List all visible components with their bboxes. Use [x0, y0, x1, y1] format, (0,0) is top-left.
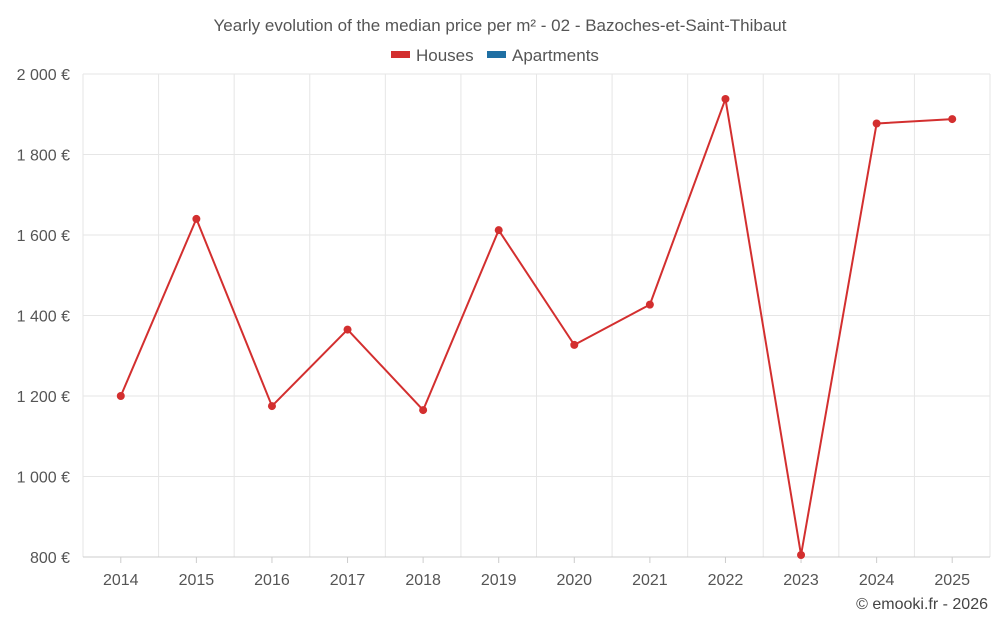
series-line-houses [119, 97, 953, 556]
legend-item-apartments[interactable]: Apartments [487, 46, 599, 65]
data-point-2014[interactable] [116, 392, 125, 400]
x-tick-label: 2014 [103, 572, 139, 589]
legend: Houses Apartments [391, 46, 599, 65]
data-point-2019[interactable] [494, 226, 503, 235]
x-tick-label: 2025 [934, 572, 970, 589]
x-tick-label: 2021 [632, 572, 668, 589]
x-tick-label: 2016 [254, 572, 290, 589]
y-tick-label: 800 € [30, 550, 70, 567]
x-tick-label: 2023 [783, 572, 819, 589]
data-point-2025[interactable] [948, 115, 957, 124]
data-point-2023[interactable] [797, 550, 806, 559]
axes: 800 € 1 000 € 1 200 € 1 400 € 1 600 € 1 800 €… [17, 67, 990, 589]
x-tick-label: 2017 [330, 572, 366, 589]
y-tick-label: 2 000 € [17, 67, 70, 84]
y-tick-label: 1 600 € [17, 228, 70, 245]
x-tick-label: 2022 [708, 572, 744, 589]
data-point-2015[interactable] [192, 214, 201, 223]
y-tick-label: 1 200 € [17, 389, 70, 406]
x-tick-label: 2020 [556, 572, 592, 589]
data-point-2018[interactable] [419, 406, 428, 415]
grid [82, 73, 991, 558]
legend-swatch-apartments [487, 51, 506, 58]
credit-text: © emooki.fr - 2026 [856, 596, 988, 613]
legend-label-houses: Houses [416, 46, 474, 65]
x-tick-label: 2019 [481, 572, 517, 589]
data-point-2017[interactable] [343, 325, 352, 334]
x-tick-label: 2015 [179, 572, 215, 589]
y-tick-label: 1 000 € [17, 470, 70, 487]
series-houses [116, 94, 957, 559]
x-tick-label: 2018 [405, 572, 441, 589]
y-tick-label: 1 400 € [17, 309, 70, 326]
x-tick-label: 2024 [859, 572, 895, 589]
y-tick-label: 1 800 € [17, 148, 70, 165]
legend-item-houses[interactable]: Houses [391, 46, 474, 65]
data-point-2020[interactable] [570, 340, 579, 349]
chart-title: Yearly evolution of the median price per… [214, 16, 787, 35]
data-point-2022[interactable] [721, 94, 730, 103]
legend-label-apartments: Apartments [512, 46, 599, 65]
data-point-2024[interactable] [872, 119, 881, 128]
legend-swatch-houses [391, 51, 410, 58]
data-point-2021[interactable] [645, 300, 654, 309]
data-point-2016[interactable] [267, 402, 276, 411]
